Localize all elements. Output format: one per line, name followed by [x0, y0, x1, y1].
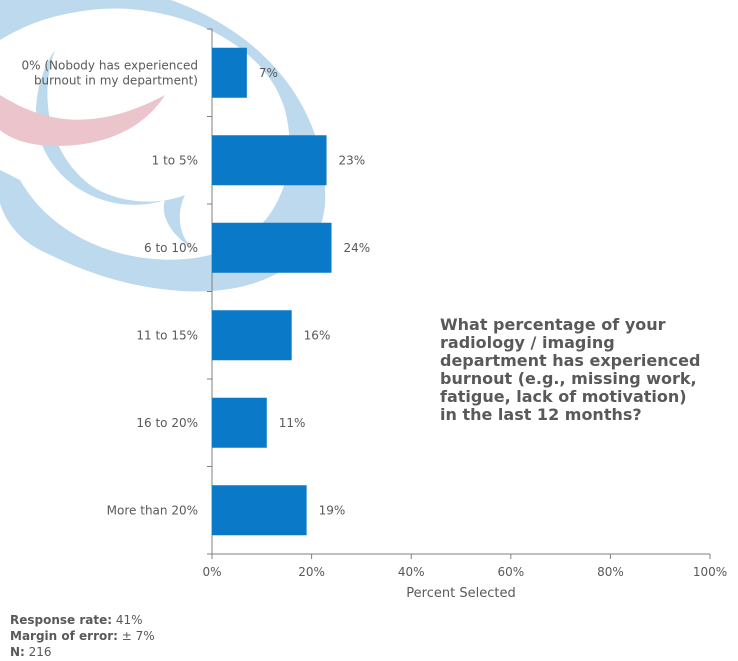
margin-of-error-value: ± 7% [117, 629, 155, 643]
x-axis-title: Percent Selected [406, 586, 515, 601]
category-label: 0% (Nobody has experienced [22, 58, 199, 72]
watermark-swirl-inner [35, 50, 195, 250]
sample-size-value: 216 [24, 645, 52, 659]
bar [212, 135, 327, 186]
category-label: burnout in my department) [34, 73, 198, 87]
x-tick-label: 0% [202, 565, 221, 579]
category-label: More than 20% [107, 503, 198, 517]
x-tick-label: 80% [597, 565, 624, 579]
bar-value-label: 11% [279, 416, 306, 430]
bar-value-label: 16% [304, 328, 331, 342]
bar [212, 47, 247, 98]
x-tick-label: 20% [298, 565, 325, 579]
bar-value-label: 7% [259, 66, 278, 80]
response-rate-value: 41% [112, 613, 143, 627]
question-line: fatigue, lack of motivation) [440, 387, 687, 406]
response-rate-label: Response rate: [10, 613, 113, 627]
bar-value-label: 19% [319, 503, 346, 517]
question-line: radiology / imaging [440, 333, 615, 352]
survey-stats: Response rate: 41% Margin of error: ± 7%… [10, 612, 155, 660]
bar [212, 397, 267, 448]
bar [212, 310, 292, 361]
category-label: 1 to 5% [152, 153, 198, 167]
bar-value-label: 23% [339, 153, 366, 167]
x-tick-label: 40% [398, 565, 425, 579]
category-label: 11 to 15% [136, 328, 198, 342]
category-label: 16 to 20% [136, 416, 198, 430]
bar-value-label: 24% [344, 241, 371, 255]
watermark-pink-streak [0, 95, 165, 146]
margin-of-error-label: Margin of error: [10, 629, 118, 643]
x-tick-label: 60% [497, 565, 524, 579]
question-line: burnout (e.g., missing work, [440, 369, 697, 388]
question-line: in the last 12 months? [440, 405, 642, 424]
margin-of-error: Margin of error: ± 7% [10, 628, 155, 644]
question-line: department has experienced [440, 351, 701, 370]
category-label: 6 to 10% [144, 241, 198, 255]
bar [212, 485, 307, 536]
response-rate: Response rate: 41% [10, 612, 155, 628]
survey-question: What percentage of your radiology / imag… [440, 316, 730, 424]
bar [212, 222, 332, 273]
sample-size-label: N: [10, 645, 25, 659]
sample-size: N: 216 [10, 644, 155, 660]
x-tick-label: 100% [693, 565, 727, 579]
question-line: What percentage of your [440, 315, 666, 334]
